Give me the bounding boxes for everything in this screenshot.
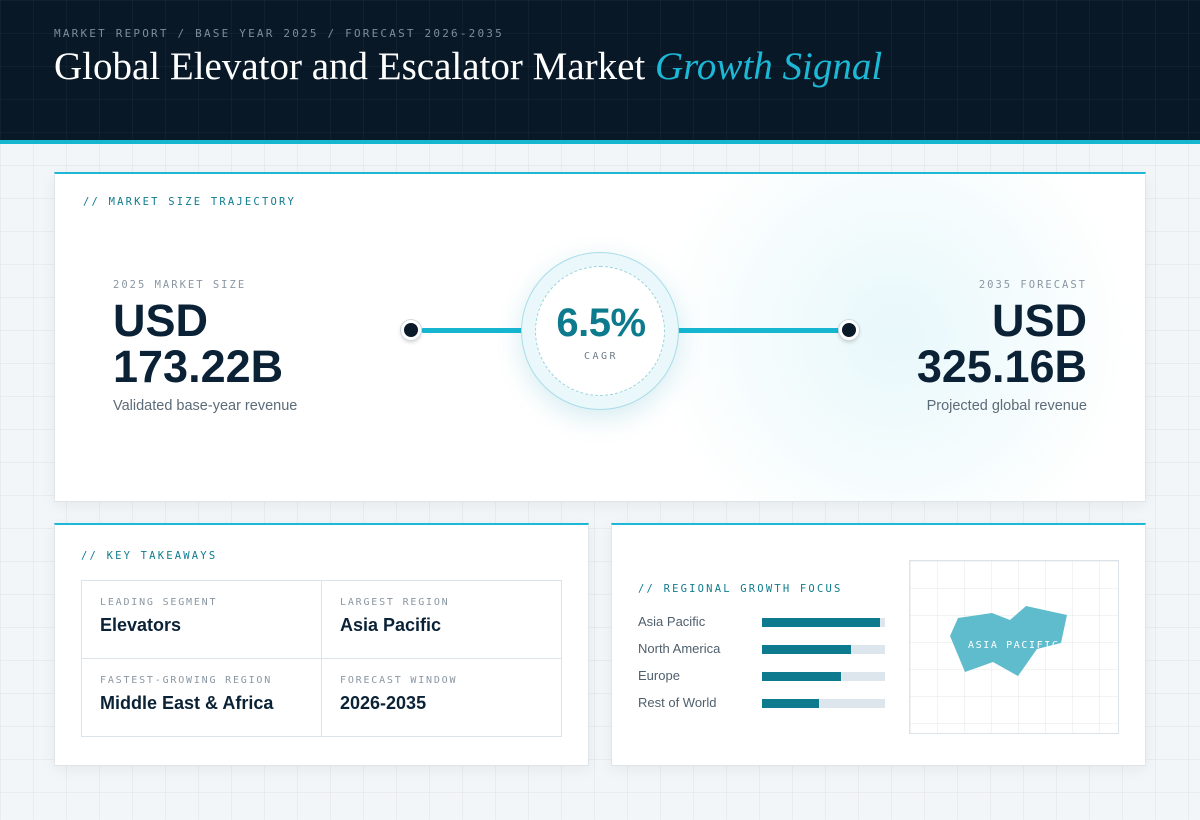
base-year-value: USD 173.22B xyxy=(113,298,373,390)
end-point-marker xyxy=(839,320,859,340)
market-size-trajectory-card: // MARKET SIZE TRAJECTORY 2025 MARKET SI… xyxy=(54,172,1146,502)
page-title: Global Elevator and Escalator Market Gro… xyxy=(54,44,882,89)
regional-section-label: // REGIONAL GROWTH FOCUS xyxy=(638,583,843,595)
takeaways-section-label: // KEY TAKEAWAYS xyxy=(81,550,218,562)
forecast-currency: USD xyxy=(991,295,1087,346)
report-header: MARKET REPORT / BASE YEAR 2025 / FORECAS… xyxy=(0,0,1200,144)
regional-growth-card: // REGIONAL GROWTH FOCUS Asia Pacific No… xyxy=(611,523,1146,766)
takeaways-grid: LEADING SEGMENT Elevators LARGEST REGION… xyxy=(81,580,562,737)
region-bar-row: Rest of World xyxy=(638,694,888,712)
start-point-marker xyxy=(401,320,421,340)
key-takeaways-card: // KEY TAKEAWAYS LEADING SEGMENT Elevato… xyxy=(54,523,589,766)
region-bar-row: Asia Pacific xyxy=(638,613,888,631)
takeaway-largest-region: LARGEST REGION Asia Pacific xyxy=(322,581,562,659)
region-bar-fill xyxy=(762,645,851,654)
region-bar-track xyxy=(762,645,885,654)
base-year-caption: Validated base-year revenue xyxy=(113,398,298,414)
takeaway-leading-segment: LEADING SEGMENT Elevators xyxy=(82,581,322,659)
base-year-label: 2025 MARKET SIZE xyxy=(113,279,247,291)
base-year-amount: 173.22B xyxy=(113,341,284,392)
takeaway-label: LARGEST REGION xyxy=(340,597,450,608)
forecast-label: 2035 FORECAST xyxy=(978,279,1087,291)
region-bar-name: Rest of World xyxy=(638,695,717,710)
trajectory-line-right xyxy=(665,328,845,333)
base-year-currency: USD xyxy=(113,295,209,346)
takeaway-label: FORECAST WINDOW xyxy=(340,675,458,686)
region-bar-fill xyxy=(762,672,841,681)
region-bar-row: North America xyxy=(638,640,888,658)
title-accent: Growth Signal xyxy=(655,45,883,88)
forecast-caption: Projected global revenue xyxy=(926,398,1087,414)
region-bar-name: Europe xyxy=(638,668,680,683)
region-bar-name: North America xyxy=(638,641,721,656)
takeaway-value: Middle East & Africa xyxy=(100,693,274,713)
forecast-value: USD 325.16B xyxy=(827,298,1087,390)
cagr-label: CAGR xyxy=(583,351,619,362)
map-region-label: ASIA PACIFIC xyxy=(968,640,1060,651)
trajectory-line-left xyxy=(421,328,535,333)
asia-pacific-map-shape xyxy=(950,606,1067,676)
trajectory-section-label: // MARKET SIZE TRAJECTORY xyxy=(83,196,297,208)
cagr-value: 6.5% xyxy=(556,301,646,345)
takeaway-forecast-window: FORECAST WINDOW 2026-2035 xyxy=(322,659,562,737)
forecast-amount: 325.16B xyxy=(916,341,1087,392)
takeaway-value: 2026-2035 xyxy=(340,693,427,713)
takeaway-value: Elevators xyxy=(100,615,182,635)
region-bar-track xyxy=(762,672,885,681)
region-bar-track xyxy=(762,699,885,708)
region-bar-track xyxy=(762,618,885,627)
cagr-badge-inner: 6.5% CAGR xyxy=(535,266,665,396)
takeaway-label: FASTEST-GROWING REGION xyxy=(100,675,273,686)
background-glow xyxy=(655,174,1135,501)
region-bar-row: Europe xyxy=(638,667,888,685)
region-bar-fill xyxy=(762,618,881,627)
takeaway-fastest-growing-region: FASTEST-GROWING REGION Middle East & Afr… xyxy=(82,659,322,737)
report-eyebrow: MARKET REPORT / BASE YEAR 2025 / FORECAS… xyxy=(54,27,504,40)
region-bar-name: Asia Pacific xyxy=(638,614,706,629)
region-map: ASIA PACIFIC xyxy=(909,560,1119,734)
title-main: Global Elevator and Escalator Market xyxy=(54,45,646,88)
takeaway-value: Asia Pacific xyxy=(340,615,442,635)
region-bar-fill xyxy=(762,699,819,708)
cagr-badge: 6.5% CAGR xyxy=(521,252,679,410)
takeaway-label: LEADING SEGMENT xyxy=(100,597,218,608)
